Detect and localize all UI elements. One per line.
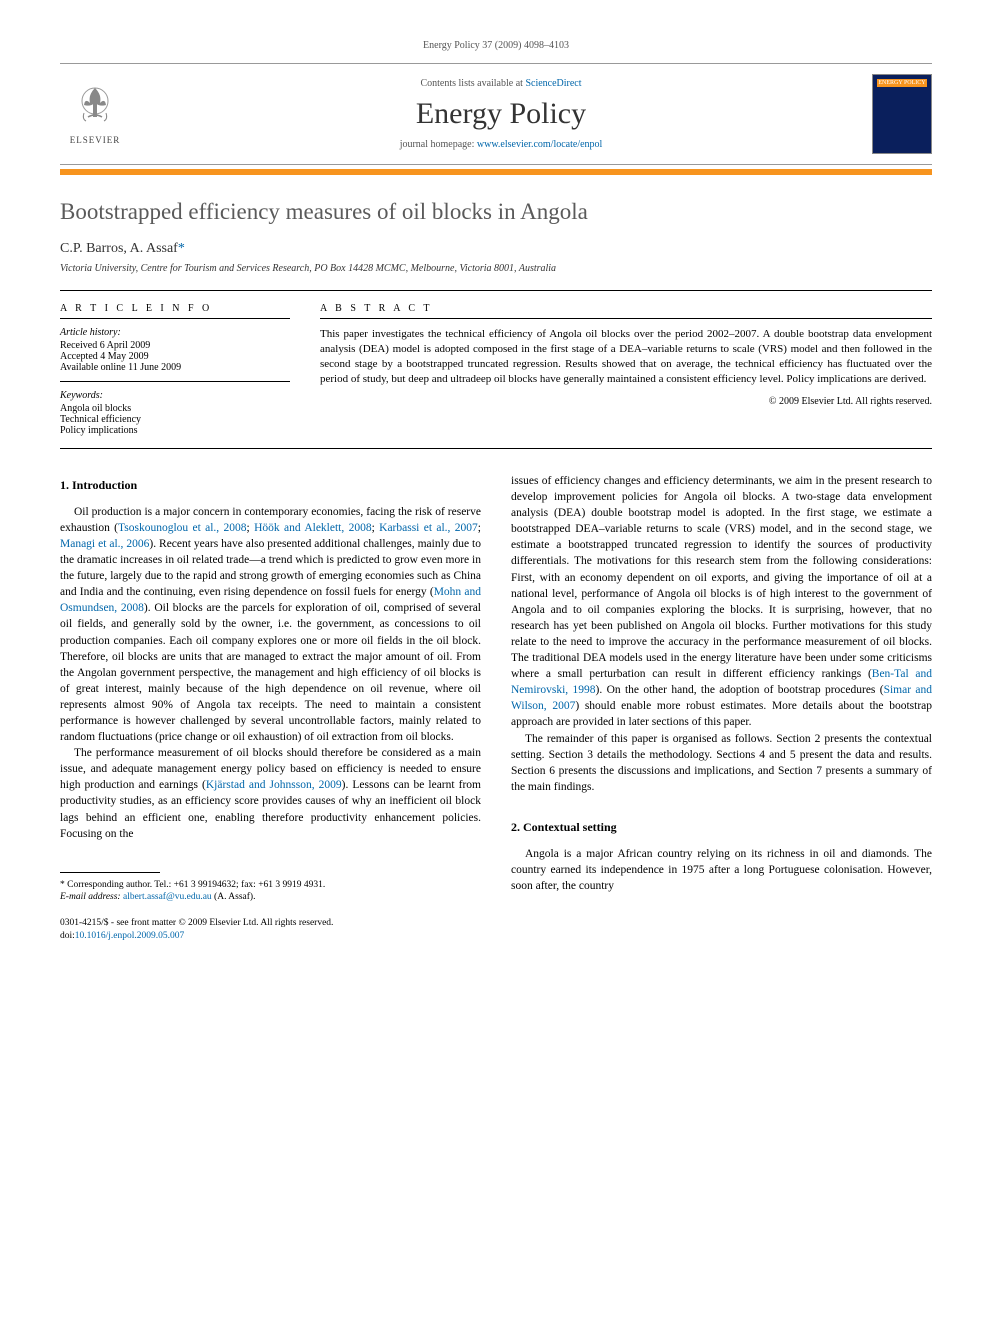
- orange-divider: [60, 169, 932, 175]
- left-column: 1. Introduction Oil production is a majo…: [60, 473, 481, 942]
- elsevier-logo: ELSEVIER: [60, 74, 130, 154]
- section-1-heading: 1. Introduction: [60, 477, 481, 494]
- abstract-text: This paper investigates the technical ef…: [320, 327, 932, 386]
- email-link[interactable]: albert.assaf@vu.edu.au: [123, 892, 212, 902]
- info-abstract-row: A R T I C L E I N F O Article history: R…: [60, 290, 932, 449]
- abstract-heading: A B S T R A C T: [320, 303, 932, 319]
- keyword-3: Policy implications: [60, 425, 290, 436]
- corr-author-line: * Corresponding author. Tel.: +61 3 9919…: [60, 879, 481, 891]
- keywords-block: Keywords: Angola oil blocks Technical ef…: [60, 390, 290, 436]
- ref-kjarstad[interactable]: Kjärstad and Johnsson, 2009: [206, 779, 342, 791]
- journal-center: Contents lists available at ScienceDirec…: [130, 78, 872, 150]
- contents-line: Contents lists available at ScienceDirec…: [130, 78, 872, 89]
- body-columns: 1. Introduction Oil production is a majo…: [60, 473, 932, 942]
- doi-link[interactable]: 10.1016/j.enpol.2009.05.007: [75, 931, 185, 941]
- corresponding-marker[interactable]: *: [178, 241, 185, 256]
- running-header: Energy Policy 37 (2009) 4098–4103: [60, 40, 932, 51]
- section-2-heading: 2. Contextual setting: [511, 819, 932, 836]
- p3-text-a: issues of efficiency changes and efficie…: [511, 475, 932, 680]
- authors: C.P. Barros, A. Assaf*: [60, 241, 932, 257]
- front-matter-line: 0301-4215/$ - see front matter © 2009 El…: [60, 917, 481, 929]
- cover-label: ENERGY POLICY: [877, 79, 927, 87]
- received-date: Received 6 April 2009: [60, 340, 290, 351]
- corresponding-footnote: * Corresponding author. Tel.: +61 3 9919…: [60, 879, 481, 904]
- article-title: Bootstrapped efficiency measures of oil …: [60, 199, 932, 225]
- ref-hook[interactable]: Höök and Aleklett, 2008: [254, 522, 372, 534]
- ref-managi[interactable]: Managi et al., 2006: [60, 538, 149, 550]
- keyword-1: Angola oil blocks: [60, 403, 290, 414]
- sciencedirect-link[interactable]: ScienceDirect: [525, 78, 581, 89]
- right-column: issues of efficiency changes and efficie…: [511, 473, 932, 942]
- p1-text-b: ;: [247, 522, 255, 534]
- keywords-label: Keywords:: [60, 390, 290, 401]
- online-date: Available online 11 June 2009: [60, 362, 290, 373]
- keyword-2: Technical efficiency: [60, 414, 290, 425]
- p3-text-b: ). On the other hand, the adoption of bo…: [596, 684, 884, 696]
- footnote-separator: [60, 872, 160, 873]
- p1-text-f: ). Oil blocks are the parcels for explor…: [60, 602, 481, 743]
- homepage-prefix: journal homepage:: [400, 139, 477, 150]
- journal-banner: ELSEVIER Contents lists available at Sci…: [60, 63, 932, 165]
- ref-karbassi[interactable]: Karbassi et al., 2007: [379, 522, 478, 534]
- journal-title: Energy Policy: [130, 97, 872, 131]
- p1-text-d: ;: [478, 522, 481, 534]
- article-info-heading: A R T I C L E I N F O: [60, 303, 290, 319]
- history-label: Article history:: [60, 327, 290, 338]
- email-suffix: (A. Assaf).: [212, 892, 256, 902]
- journal-cover-thumbnail: ENERGY POLICY: [872, 74, 932, 154]
- p1-text-c: ;: [372, 522, 380, 534]
- footer-copyright: 0301-4215/$ - see front matter © 2009 El…: [60, 917, 481, 942]
- accepted-date: Accepted 4 May 2009: [60, 351, 290, 362]
- doi-prefix: doi:: [60, 931, 75, 941]
- elsevier-tree-icon: [70, 83, 120, 133]
- article-info: A R T I C L E I N F O Article history: R…: [60, 303, 290, 436]
- abstract: A B S T R A C T This paper investigates …: [320, 303, 932, 436]
- paragraph-4: The remainder of this paper is organised…: [511, 731, 932, 795]
- authors-text: C.P. Barros, A. Assaf: [60, 241, 178, 256]
- email-label: E-mail address:: [60, 892, 123, 902]
- contents-prefix: Contents lists available at: [420, 78, 525, 89]
- paragraph-1: Oil production is a major concern in con…: [60, 504, 481, 745]
- doi-line: doi:10.1016/j.enpol.2009.05.007: [60, 930, 481, 942]
- elsevier-label: ELSEVIER: [70, 135, 121, 145]
- paragraph-3: issues of efficiency changes and efficie…: [511, 473, 932, 731]
- article-history-block: Article history: Received 6 April 2009 A…: [60, 327, 290, 382]
- email-line: E-mail address: albert.assaf@vu.edu.au (…: [60, 891, 481, 903]
- paragraph-5: Angola is a major African country relyin…: [511, 846, 932, 894]
- p3-text-c: ) should enable more robust estimates. M…: [511, 700, 932, 728]
- affiliation: Victoria University, Centre for Tourism …: [60, 263, 932, 274]
- ref-tsoskounoglou[interactable]: Tsoskounoglou et al., 2008: [118, 522, 247, 534]
- paragraph-2: The performance measurement of oil block…: [60, 745, 481, 842]
- homepage-link[interactable]: www.elsevier.com/locate/enpol: [477, 139, 602, 150]
- abstract-copyright: © 2009 Elsevier Ltd. All rights reserved…: [320, 396, 932, 407]
- homepage-line: journal homepage: www.elsevier.com/locat…: [130, 139, 872, 150]
